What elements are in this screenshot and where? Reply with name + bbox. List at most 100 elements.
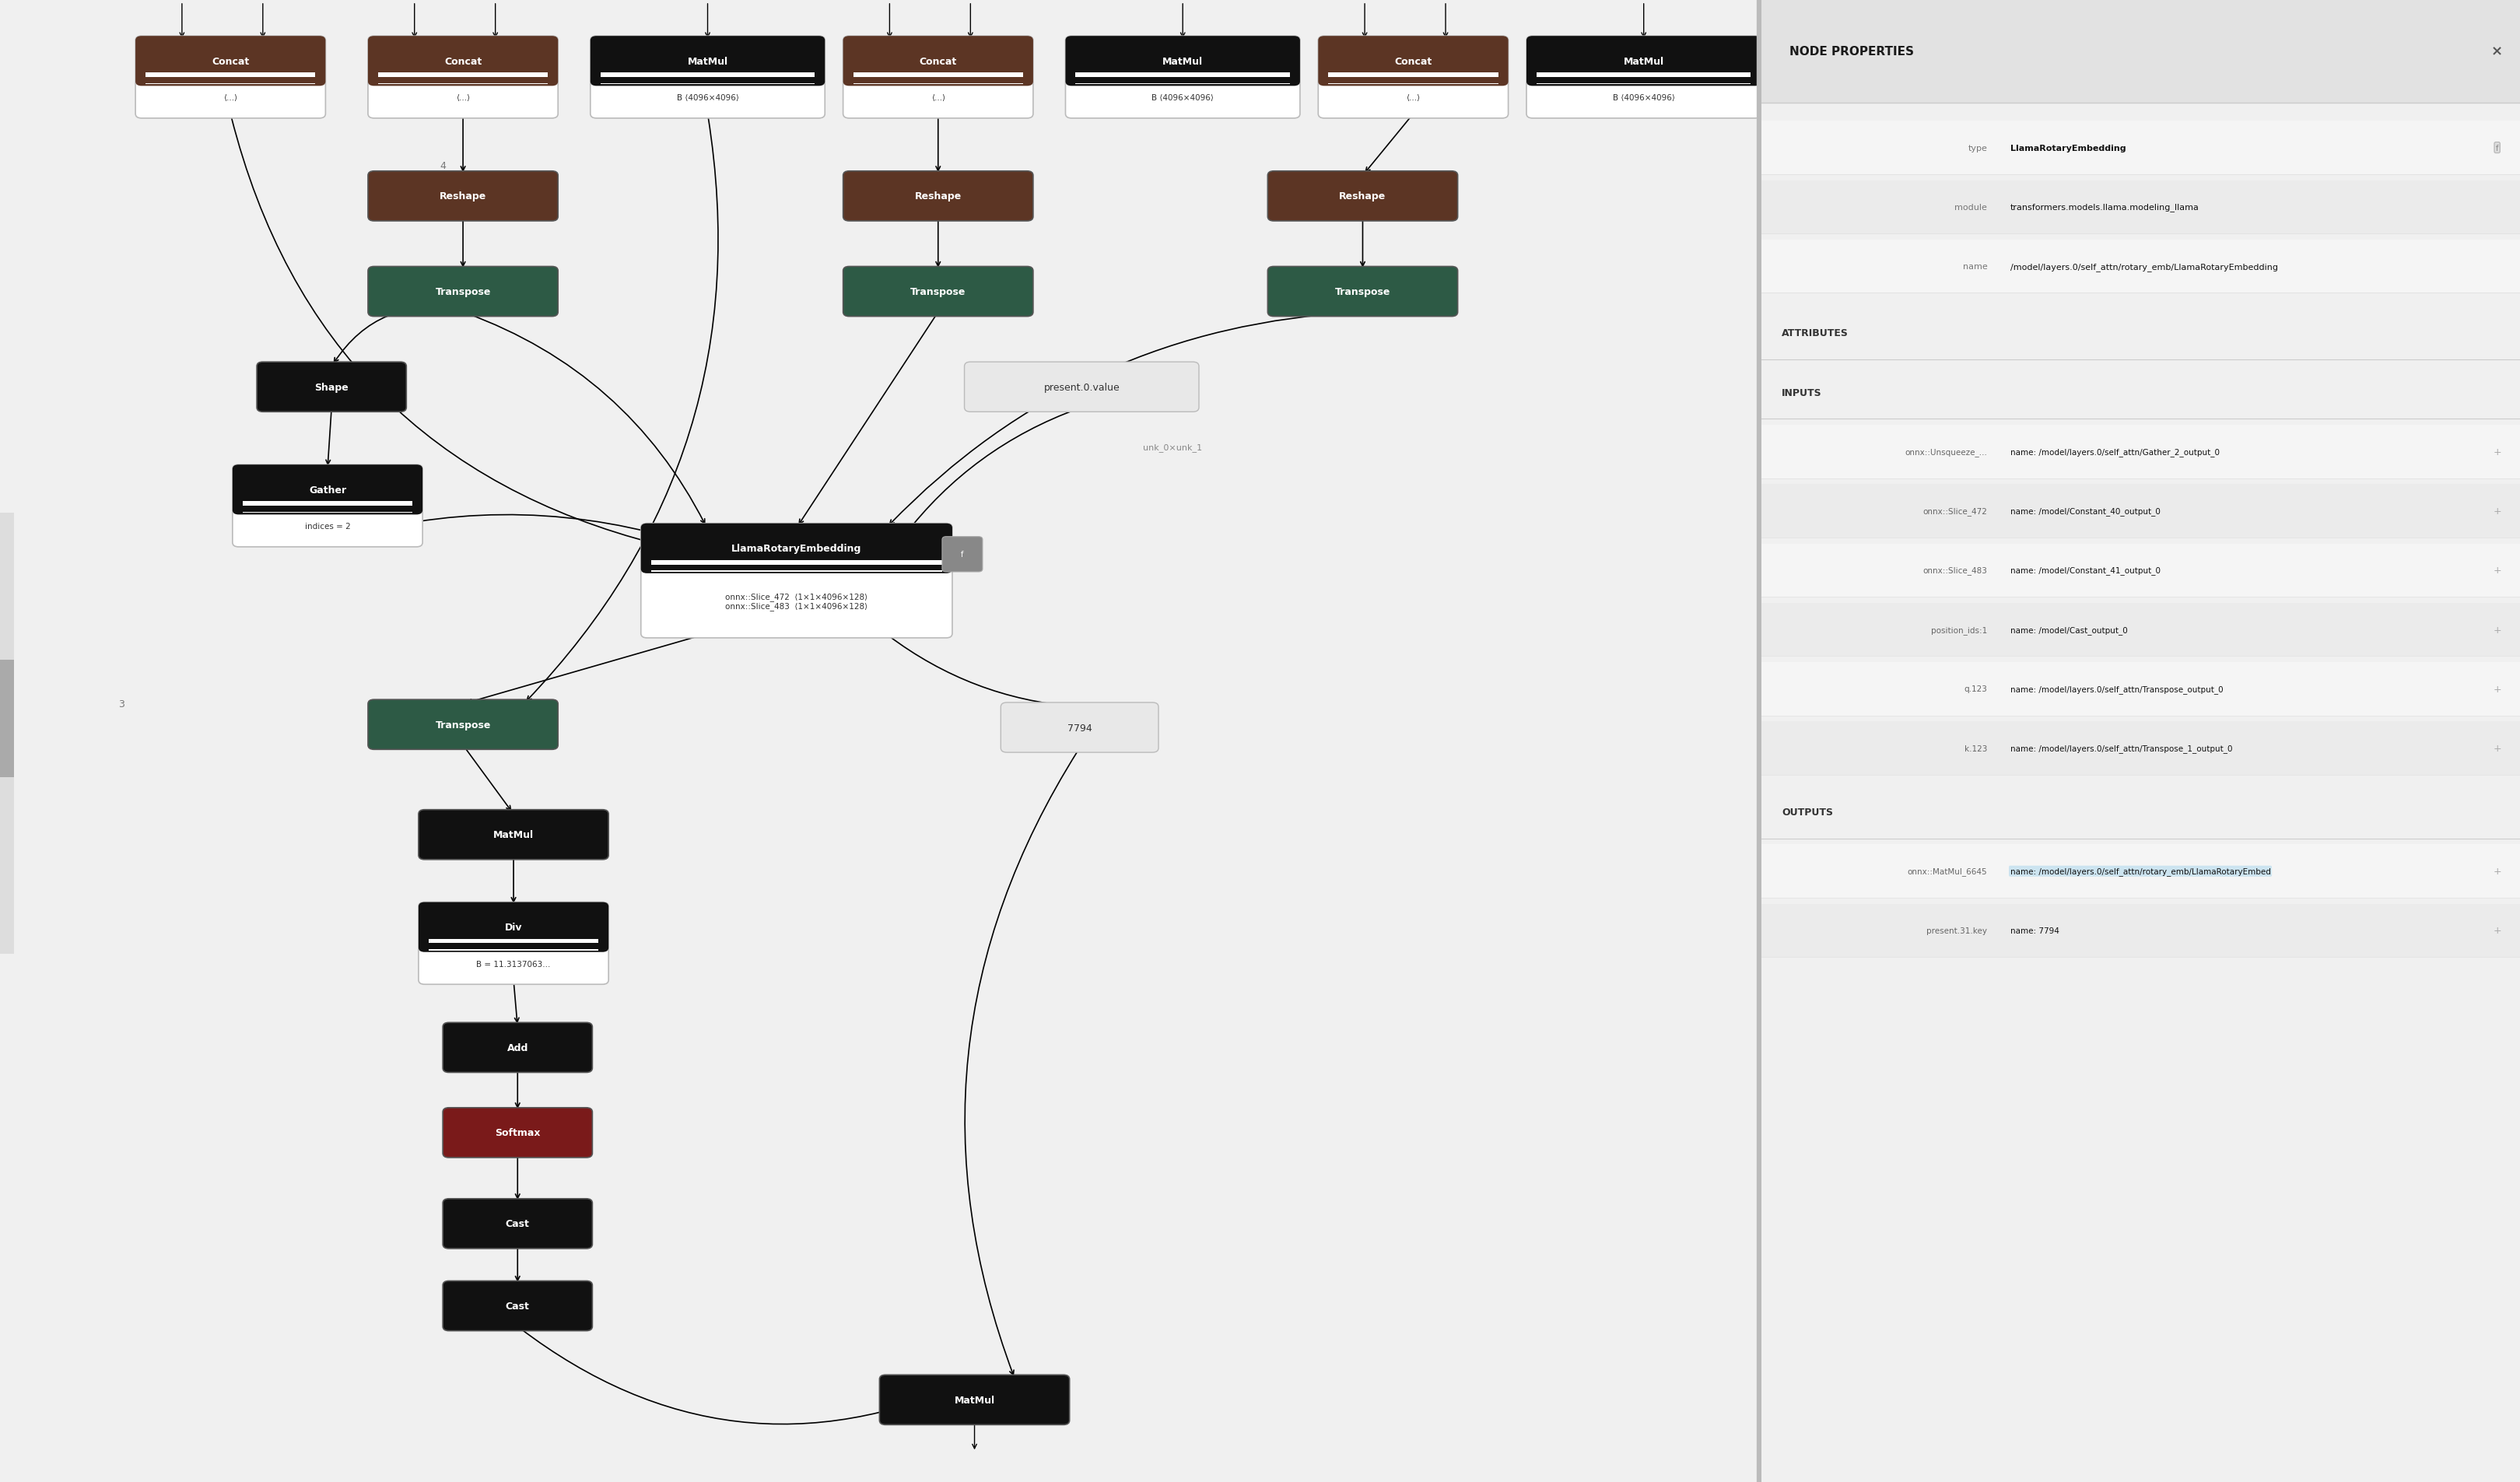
Text: +: +: [2492, 867, 2502, 876]
Text: B ⟨4096×4096⟩: B ⟨4096×4096⟩: [675, 95, 738, 102]
Text: MatMul: MatMul: [955, 1395, 995, 1405]
Text: Reshape: Reshape: [915, 191, 963, 202]
Bar: [0, 661, 15, 778]
Text: name: ​/model/layers.0/self_attn/Gather_2_output_0: name: ​/model/layers.0/self_attn/Gather_…: [2011, 448, 2220, 456]
Text: OUTPUTS: OUTPUTS: [1782, 808, 1832, 817]
Text: ⟨...⟩: ⟨...⟩: [456, 95, 471, 102]
Text: B = 11.3137063...: B = 11.3137063...: [476, 960, 552, 968]
Text: B ⟨4096×4096⟩: B ⟨4096×4096⟩: [1152, 95, 1215, 102]
Bar: [1759, 662, 2520, 716]
Text: +: +: [2492, 448, 2502, 456]
Bar: [1328, 77, 1499, 83]
FancyBboxPatch shape: [1318, 37, 1509, 119]
Text: Gather: Gather: [310, 485, 345, 495]
FancyBboxPatch shape: [590, 37, 824, 86]
Text: f: f: [2495, 144, 2497, 153]
Text: MatMul: MatMul: [1162, 56, 1202, 67]
Text: Concat: Concat: [1394, 56, 1431, 67]
FancyBboxPatch shape: [590, 37, 824, 119]
FancyBboxPatch shape: [444, 1023, 592, 1073]
Text: +: +: [2492, 507, 2502, 516]
FancyBboxPatch shape: [965, 363, 1200, 412]
Bar: [1537, 74, 1751, 84]
FancyBboxPatch shape: [418, 903, 607, 984]
Bar: [600, 74, 814, 84]
Bar: [1759, 425, 2520, 479]
Text: Concat: Concat: [444, 56, 481, 67]
FancyBboxPatch shape: [1268, 267, 1457, 317]
Bar: [378, 77, 547, 83]
Text: present.31.key: present.31.key: [1928, 926, 1988, 935]
FancyBboxPatch shape: [1527, 37, 1761, 119]
Text: indices = 2: indices = 2: [305, 523, 350, 531]
Text: Cast: Cast: [507, 1301, 529, 1312]
Bar: [1759, 0, 2520, 104]
FancyBboxPatch shape: [232, 465, 423, 547]
Text: ×: ×: [2492, 44, 2502, 59]
Text: present.0.value: present.0.value: [1043, 382, 1119, 393]
FancyBboxPatch shape: [444, 1109, 592, 1157]
Text: ATTRIBUTES: ATTRIBUTES: [1782, 329, 1850, 338]
FancyBboxPatch shape: [1268, 172, 1457, 222]
Bar: [854, 77, 1023, 83]
Text: name: ​/model/layers.0/self_attn/rotary_emb/LlamaRotaryEmbed: name: ​/model/layers.0/self_attn/rotary_…: [2011, 867, 2271, 876]
Text: name: ​7794: name: ​7794: [2011, 926, 2059, 935]
Text: +: +: [2492, 744, 2502, 753]
Text: Add: Add: [507, 1043, 529, 1052]
Text: name: ​/model/Cast_output_0: name: ​/model/Cast_output_0: [2011, 625, 2127, 634]
Text: k.123: k.123: [1966, 744, 1988, 753]
Bar: [1759, 722, 2520, 775]
Bar: [1759, 845, 2520, 898]
Text: Transpose: Transpose: [910, 288, 965, 296]
Text: +: +: [2492, 926, 2502, 935]
Text: onnx::Slice_483: onnx::Slice_483: [1923, 566, 1988, 575]
FancyBboxPatch shape: [640, 523, 953, 574]
Bar: [854, 74, 1023, 84]
Bar: [1759, 122, 2520, 175]
Text: Transpose: Transpose: [436, 288, 491, 296]
Text: INPUTS: INPUTS: [1782, 388, 1822, 397]
Text: Reshape: Reshape: [1338, 191, 1386, 202]
FancyBboxPatch shape: [1318, 37, 1509, 86]
Text: ⟨...⟩: ⟨...⟩: [1406, 95, 1421, 102]
Bar: [0, 514, 15, 954]
FancyBboxPatch shape: [136, 37, 325, 86]
FancyBboxPatch shape: [844, 267, 1033, 317]
Bar: [1759, 181, 2520, 234]
Text: Shape: Shape: [315, 382, 348, 393]
FancyBboxPatch shape: [368, 37, 557, 86]
Bar: [242, 502, 413, 514]
Bar: [1759, 544, 2520, 597]
Bar: [600, 77, 814, 83]
FancyBboxPatch shape: [1527, 37, 1761, 86]
Text: type: type: [1968, 144, 1988, 153]
FancyBboxPatch shape: [232, 465, 423, 516]
Bar: [1076, 77, 1290, 83]
Bar: [1759, 904, 2520, 957]
Text: MatMul: MatMul: [1623, 56, 1663, 67]
FancyBboxPatch shape: [368, 37, 557, 119]
Text: ⟨...⟩: ⟨...⟩: [224, 95, 237, 102]
FancyBboxPatch shape: [1066, 37, 1300, 86]
FancyBboxPatch shape: [257, 363, 406, 412]
FancyBboxPatch shape: [368, 267, 557, 317]
Text: module: module: [1956, 203, 1988, 212]
FancyBboxPatch shape: [640, 523, 953, 639]
FancyBboxPatch shape: [444, 1280, 592, 1331]
Text: unk_0×unk_1: unk_0×unk_1: [1144, 443, 1202, 452]
Text: name: ​/model/layers.0/self_attn/Transpose_1_output_0: name: ​/model/layers.0/self_attn/Transpo…: [2011, 744, 2233, 753]
Bar: [428, 944, 597, 950]
Text: Transpose: Transpose: [436, 720, 491, 731]
Bar: [1328, 74, 1499, 84]
FancyBboxPatch shape: [1000, 702, 1159, 753]
Bar: [1759, 240, 2520, 293]
Text: 4: 4: [438, 160, 446, 170]
FancyBboxPatch shape: [879, 1375, 1068, 1424]
FancyBboxPatch shape: [942, 536, 983, 572]
Bar: [1759, 485, 2520, 538]
Text: f: f: [960, 551, 963, 559]
Bar: [378, 74, 547, 84]
FancyBboxPatch shape: [1066, 37, 1300, 119]
Text: onnx::Unsqueeze_...: onnx::Unsqueeze_...: [1905, 448, 1988, 456]
Text: onnx::Slice_472  ⟨1×1×4096×128⟩
onnx::Slice_483  ⟨1×1×4096×128⟩: onnx::Slice_472 ⟨1×1×4096×128⟩ onnx::Sli…: [726, 593, 867, 611]
